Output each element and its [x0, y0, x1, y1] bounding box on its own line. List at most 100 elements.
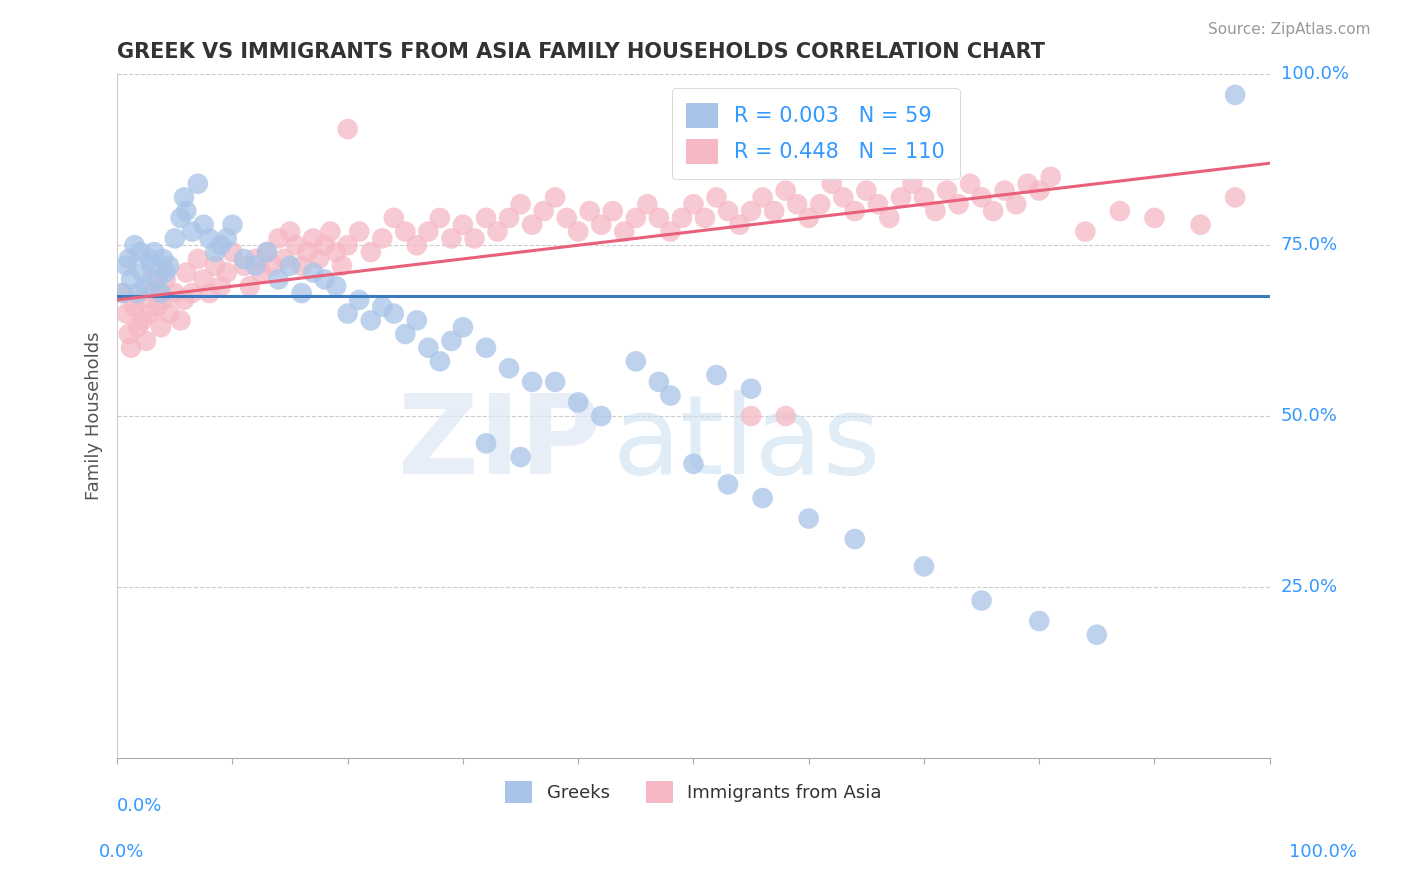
Point	[981, 204, 1004, 219]
Point	[181, 286, 204, 301]
Point	[221, 245, 243, 260]
Point	[418, 341, 440, 355]
Point	[308, 252, 330, 266]
Point	[509, 450, 531, 464]
Point	[382, 211, 405, 225]
Point	[291, 259, 314, 273]
Point	[636, 197, 658, 211]
Point	[1028, 184, 1050, 198]
Point	[155, 266, 177, 280]
Point	[141, 272, 163, 286]
Point	[890, 190, 912, 204]
Point	[994, 184, 1017, 198]
Point	[314, 238, 336, 252]
Point	[131, 266, 153, 280]
Point	[959, 177, 981, 191]
Text: atlas: atlas	[613, 390, 882, 497]
Point	[267, 272, 290, 286]
Text: 100.0%: 100.0%	[1281, 65, 1348, 84]
Point	[267, 231, 290, 245]
Point	[1028, 614, 1050, 628]
Point	[901, 177, 924, 191]
Point	[706, 190, 728, 204]
Point	[567, 225, 589, 239]
Text: ZIP: ZIP	[398, 390, 602, 497]
Point	[118, 252, 141, 266]
Point	[325, 279, 347, 293]
Point	[115, 259, 138, 273]
Point	[659, 225, 682, 239]
Point	[429, 354, 451, 368]
Point	[347, 293, 370, 307]
Point	[284, 238, 307, 252]
Text: 75.0%: 75.0%	[1281, 236, 1339, 254]
Point	[209, 279, 232, 293]
Point	[440, 334, 463, 348]
Point	[371, 231, 394, 245]
Point	[193, 272, 215, 286]
Point	[314, 272, 336, 286]
Text: GREEK VS IMMIGRANTS FROM ASIA FAMILY HOUSEHOLDS CORRELATION CHART: GREEK VS IMMIGRANTS FROM ASIA FAMILY HOU…	[117, 42, 1045, 62]
Text: Source: ZipAtlas.com: Source: ZipAtlas.com	[1208, 22, 1371, 37]
Point	[648, 375, 671, 389]
Point	[567, 395, 589, 409]
Point	[797, 511, 820, 525]
Point	[127, 286, 149, 301]
Point	[152, 293, 174, 307]
Point	[440, 231, 463, 245]
Point	[844, 532, 866, 546]
Point	[233, 252, 256, 266]
Point	[855, 184, 877, 198]
Point	[297, 245, 319, 260]
Point	[371, 300, 394, 314]
Point	[866, 197, 889, 211]
Point	[221, 218, 243, 232]
Text: 100.0%: 100.0%	[1289, 843, 1357, 861]
Point	[740, 409, 762, 423]
Point	[163, 231, 186, 245]
Point	[111, 286, 134, 301]
Point	[844, 204, 866, 219]
Point	[146, 272, 169, 286]
Point	[127, 320, 149, 334]
Point	[970, 190, 993, 204]
Point	[1039, 169, 1062, 184]
Point	[682, 197, 704, 211]
Point	[187, 177, 209, 191]
Point	[970, 593, 993, 607]
Point	[129, 245, 152, 260]
Point	[204, 259, 226, 273]
Point	[256, 245, 278, 260]
Point	[498, 361, 520, 376]
Point	[360, 245, 382, 260]
Point	[405, 238, 427, 252]
Point	[325, 245, 347, 260]
Point	[250, 266, 273, 280]
Point	[291, 286, 314, 301]
Point	[394, 225, 416, 239]
Point	[706, 368, 728, 382]
Point	[948, 197, 970, 211]
Point	[912, 190, 935, 204]
Point	[143, 286, 166, 301]
Point	[728, 218, 751, 232]
Legend: Greeks, Immigrants from Asia: Greeks, Immigrants from Asia	[498, 773, 889, 810]
Point	[924, 204, 946, 219]
Point	[659, 388, 682, 402]
Point	[429, 211, 451, 225]
Point	[775, 409, 797, 423]
Point	[245, 259, 267, 273]
Point	[118, 327, 141, 342]
Point	[671, 211, 693, 225]
Point	[520, 375, 543, 389]
Point	[717, 204, 740, 219]
Point	[832, 190, 855, 204]
Point	[509, 197, 531, 211]
Point	[394, 327, 416, 342]
Point	[149, 320, 172, 334]
Point	[602, 204, 624, 219]
Point	[360, 313, 382, 327]
Point	[143, 245, 166, 260]
Point	[544, 190, 567, 204]
Point	[141, 259, 163, 273]
